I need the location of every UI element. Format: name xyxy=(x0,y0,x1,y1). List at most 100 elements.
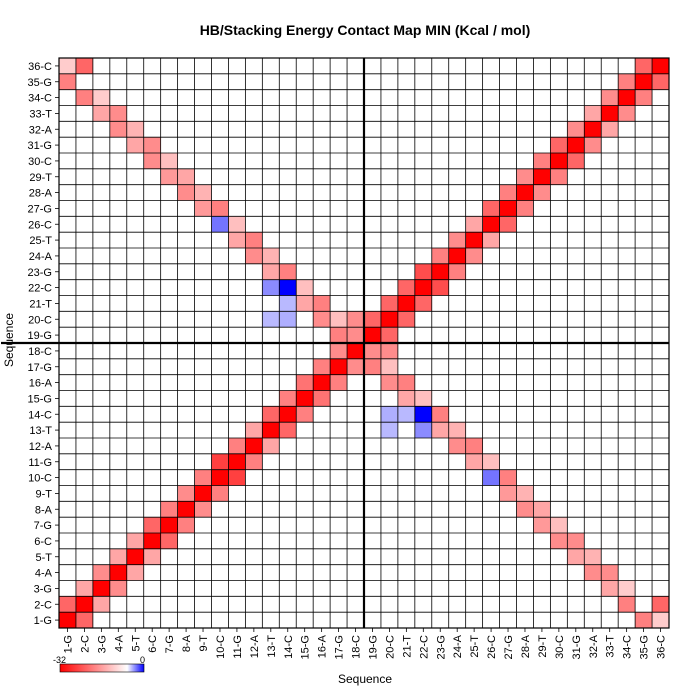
heatmap-cell xyxy=(550,137,568,153)
heatmap-cell xyxy=(584,564,602,581)
y-tick-label: 11-G xyxy=(28,457,52,469)
heatmap-cell xyxy=(380,422,398,438)
heatmap-cell xyxy=(465,216,483,233)
heatmap-cell xyxy=(143,548,161,565)
heatmap-cell xyxy=(618,596,636,613)
heatmap-cell xyxy=(160,153,178,169)
heatmap-cell xyxy=(109,105,127,122)
heatmap-cell xyxy=(126,564,144,581)
heatmap-cell xyxy=(59,58,76,74)
heatmap-cell xyxy=(618,105,636,122)
y-tick-label: 32-A xyxy=(29,124,53,136)
heatmap-cell xyxy=(465,438,483,454)
heatmap-cell xyxy=(126,121,144,138)
heatmap-cell xyxy=(601,105,619,122)
heatmap-cell xyxy=(313,374,331,391)
heatmap-cell xyxy=(482,200,500,217)
heatmap-cell xyxy=(228,438,246,454)
heatmap-grid xyxy=(1,57,670,629)
heatmap-cell xyxy=(296,374,314,391)
x-tick-label: 10-C xyxy=(215,635,227,659)
x-tick-label: 36-C xyxy=(656,635,668,659)
heatmap-cell xyxy=(380,374,398,391)
heatmap-cell xyxy=(635,89,653,106)
y-tick-label: 24-A xyxy=(29,251,53,263)
x-tick-label: 6-C xyxy=(147,635,159,653)
heatmap-cell xyxy=(59,596,76,613)
heatmap-cell xyxy=(211,453,229,470)
y-tick-label: 29-T xyxy=(29,172,52,184)
heatmap-cell xyxy=(75,89,93,106)
heatmap-cell xyxy=(414,390,432,407)
y-tick-label: 22-C xyxy=(28,283,52,295)
heatmap-cell xyxy=(245,422,263,438)
heatmap-cell xyxy=(330,374,348,391)
y-tick-label: 1-G xyxy=(34,615,52,627)
heatmap-cell xyxy=(262,263,280,280)
heatmap-cell xyxy=(397,295,415,312)
heatmap-cell xyxy=(92,89,110,106)
heatmap-cell xyxy=(211,216,229,233)
heatmap-cell xyxy=(601,121,619,138)
heatmap-cell xyxy=(126,548,144,565)
heatmap-cell xyxy=(499,216,517,233)
plot-frame xyxy=(58,57,670,629)
heatmap-cell xyxy=(567,121,585,138)
heatmap-cell xyxy=(245,438,263,454)
y-tick-label: 6-C xyxy=(34,536,52,548)
heatmap-cell xyxy=(364,311,381,328)
y-tick-label: 18-C xyxy=(28,346,52,358)
heatmap-cell xyxy=(347,311,364,328)
x-tick-label: 1-G xyxy=(62,635,74,653)
heatmap-cell xyxy=(59,612,76,628)
heatmap-cell xyxy=(177,485,195,502)
heatmap-cell xyxy=(516,501,534,518)
x-tick-label: 35-G xyxy=(639,635,651,659)
x-tick-label: 4-A xyxy=(113,634,125,652)
heatmap-cell xyxy=(330,343,348,359)
y-tick-label: 3-G xyxy=(34,583,52,595)
y-tick-label: 23-G xyxy=(28,267,52,279)
heatmap-cell xyxy=(160,501,178,518)
heatmap-cell xyxy=(448,263,466,280)
heatmap-cell xyxy=(92,105,110,122)
heatmap-cell xyxy=(126,533,144,549)
heatmap-cell xyxy=(516,168,534,185)
y-tick-label: 20-C xyxy=(28,314,52,326)
heatmap-cell xyxy=(550,533,568,549)
heatmap-cell xyxy=(262,422,280,438)
heatmap-cell xyxy=(584,105,602,122)
y-tick-labels: 1-G 2-C 3-G 4-A 5-T 6-C 7-G 8-A 9-T 10-C 11-G 12-A 1… xyxy=(28,61,59,627)
x-tick-label: 13-T xyxy=(266,635,278,658)
heatmap-cell xyxy=(431,263,449,280)
heatmap-cell xyxy=(143,533,161,549)
heatmap-cell xyxy=(313,390,331,407)
y-tick-label: 7-G xyxy=(34,520,52,532)
x-tick-label: 22-C xyxy=(418,635,430,659)
heatmap-cell xyxy=(414,406,432,423)
x-tick-label: 3-G xyxy=(96,635,108,653)
heatmap-cell xyxy=(330,327,348,343)
x-tick-label: 33-T xyxy=(605,635,617,658)
x-tick-label: 8-A xyxy=(181,634,193,652)
heatmap-cell xyxy=(533,501,551,518)
y-tick-label: 26-C xyxy=(28,219,52,231)
heatmap-cell xyxy=(313,311,331,328)
chart-title: HB/Stacking Energy Contact Map MIN (Kcal… xyxy=(200,22,531,38)
heatmap-cell xyxy=(160,168,178,185)
x-tick-label: 23-G xyxy=(435,635,447,659)
heatmap-cell xyxy=(482,216,500,233)
heatmap-cell xyxy=(397,311,415,328)
heatmap-cell xyxy=(550,168,568,185)
heatmap-cell xyxy=(499,485,517,502)
x-tick-label: 26-C xyxy=(486,635,498,659)
heatmap-cell xyxy=(431,248,449,264)
heatmap-cell xyxy=(296,279,314,296)
heatmap-cell xyxy=(177,501,195,518)
heatmap-cell xyxy=(414,295,432,312)
heatmap-cell xyxy=(109,121,127,138)
heatmap-cell xyxy=(279,311,297,328)
heatmap-cell xyxy=(279,295,297,312)
y-tick-label: 19-G xyxy=(28,330,52,342)
